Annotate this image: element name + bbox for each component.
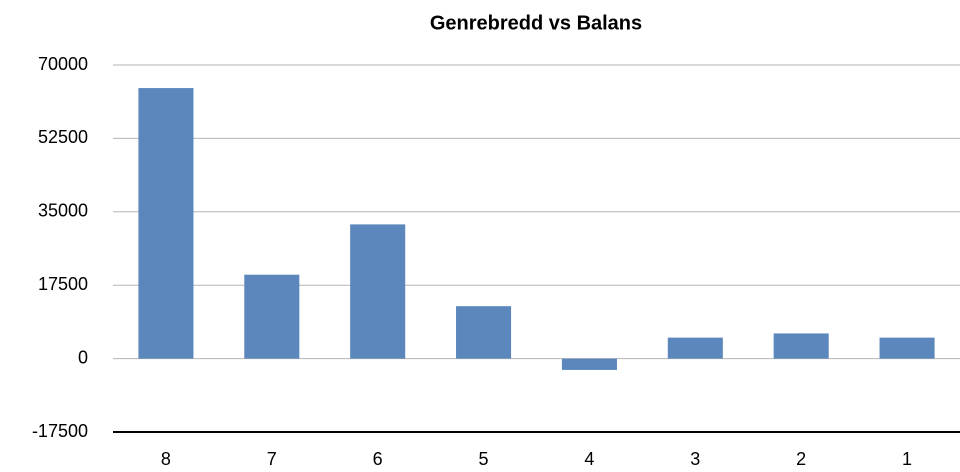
x-tick-label: 8 [161, 449, 171, 469]
bar [456, 306, 512, 359]
x-tick-label: 6 [373, 449, 383, 469]
bar [773, 333, 829, 359]
chart-title: Genrebredd vs Balans [430, 12, 642, 34]
y-tick-label: 35000 [38, 201, 88, 221]
y-tick-label: 70000 [38, 54, 88, 74]
x-tick-label: 7 [267, 449, 277, 469]
bar [561, 358, 617, 370]
y-tick-label: -17500 [32, 421, 88, 441]
x-tick-label: 1 [902, 449, 912, 469]
bar [667, 337, 723, 359]
x-tick-label: 3 [690, 449, 700, 469]
y-tick-label: 17500 [38, 274, 88, 294]
x-tick-label: 5 [479, 449, 489, 469]
x-tick-label: 2 [796, 449, 806, 469]
x-tick-label: 4 [584, 449, 594, 469]
bar [244, 274, 300, 359]
bar [879, 337, 935, 359]
y-tick-label: 0 [78, 347, 88, 367]
bar [350, 224, 406, 359]
bar [138, 88, 194, 359]
y-tick-label: 52500 [38, 127, 88, 147]
